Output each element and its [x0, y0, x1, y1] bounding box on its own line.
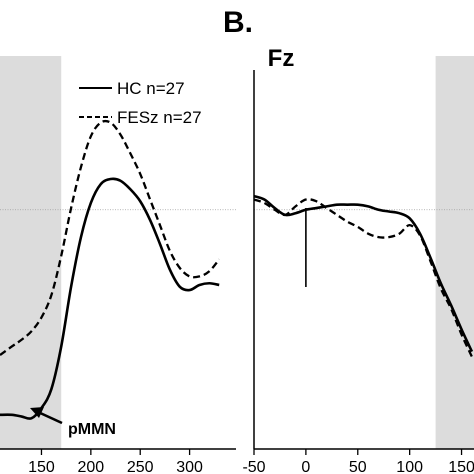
panel-label: B. [223, 6, 253, 39]
series-hc-line [253, 194, 474, 353]
x-tick-label: 100 [396, 459, 423, 474]
pmmn-arrow-head [30, 407, 44, 418]
x-tick-label: 0 [301, 459, 310, 474]
x-tick-label: 250 [127, 459, 154, 474]
legend: HC n=27 FESz n=27 [79, 79, 202, 127]
fz-waveform-panel: -50 0 50 100 150 [242, 56, 474, 474]
x-tick-label: 150 [28, 459, 55, 474]
x-tick-label: 200 [77, 459, 104, 474]
x-tick-label: 300 [176, 459, 203, 474]
pmmn-arrow-shaft [37, 410, 63, 425]
left-waveform-panel: 150 200 250 300 pMMN [0, 56, 236, 474]
shaded-window [435, 56, 474, 449]
legend-fesz-label: FESz n=27 [117, 108, 202, 127]
shaded-window [0, 56, 62, 449]
x-tick-label: -50 [242, 459, 265, 474]
pmmn-annotation: pMMN [68, 421, 116, 438]
fz-title: Fz [268, 45, 295, 72]
x-tick-label: 50 [349, 459, 367, 474]
x-tick-label: 150 [448, 459, 474, 474]
legend-hc-label: HC n=27 [117, 79, 185, 98]
series-fesz-line [253, 198, 473, 358]
